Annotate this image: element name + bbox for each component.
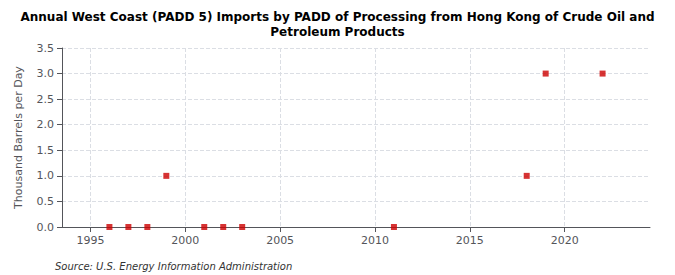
svg-text:Petroleum Products: Petroleum Products	[270, 25, 404, 39]
svg-text:3.5: 3.5	[37, 42, 55, 55]
svg-text:Thousand Barrels per Day: Thousand Barrels per Day	[12, 66, 25, 210]
svg-text:2005: 2005	[266, 234, 294, 247]
svg-text:2000: 2000	[171, 234, 199, 247]
svg-text:0.0: 0.0	[37, 221, 55, 234]
svg-text:1.0: 1.0	[37, 169, 55, 182]
svg-text:3.0: 3.0	[37, 67, 55, 80]
svg-text:2.5: 2.5	[37, 93, 55, 106]
svg-text:2.0: 2.0	[37, 118, 55, 131]
svg-text:2010: 2010	[361, 234, 389, 247]
svg-text:1995: 1995	[76, 234, 104, 247]
svg-text:2015: 2015	[456, 234, 484, 247]
svg-text:1.5: 1.5	[37, 144, 55, 157]
svg-text:2020: 2020	[551, 234, 579, 247]
svg-text:0.5: 0.5	[37, 195, 55, 208]
svg-text:Annual West Coast (PADD 5) Imp: Annual West Coast (PADD 5) Imports by PA…	[20, 10, 654, 24]
svg-text:Source: U.S. Energy Informatio: Source: U.S. Energy Information Administ…	[55, 261, 292, 272]
